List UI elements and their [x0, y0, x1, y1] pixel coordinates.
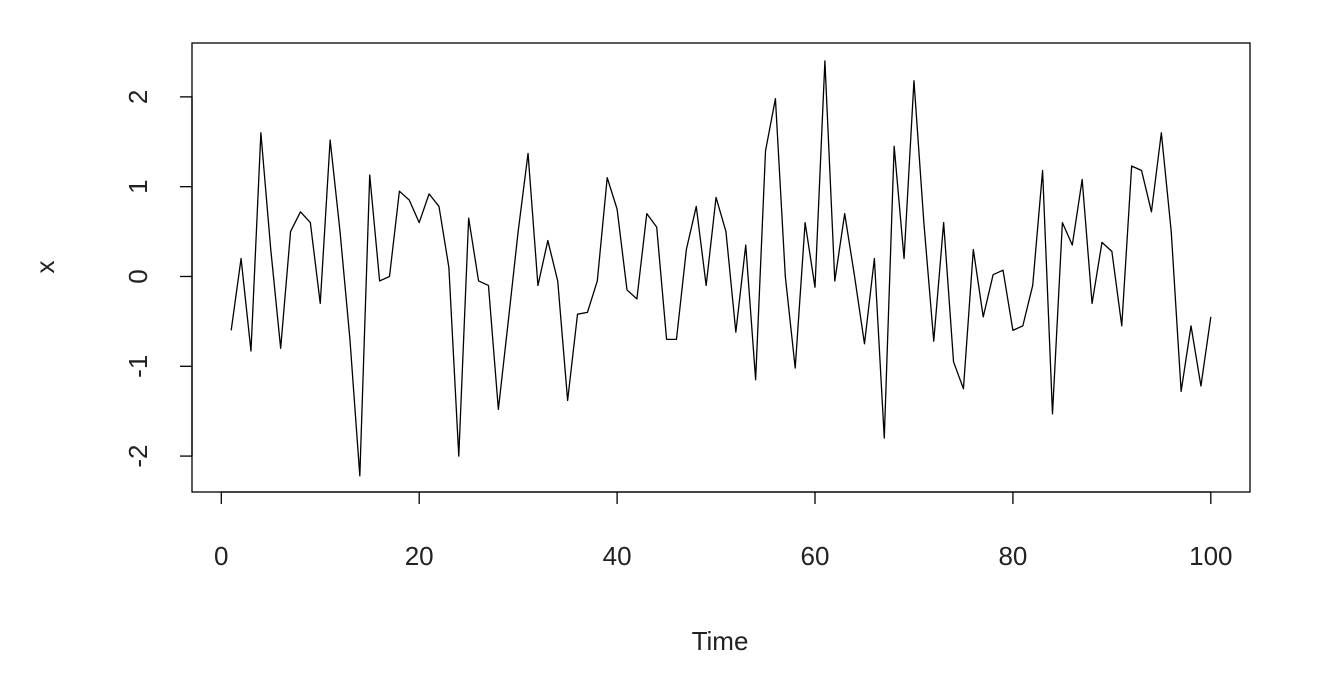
x-tick-label: 20	[405, 541, 434, 571]
y-tick-label: 0	[123, 269, 153, 283]
series-line	[230, 60, 1212, 477]
plot-frame	[191, 42, 1251, 493]
x-tick-label: 60	[801, 541, 830, 571]
x-tick-label: 0	[214, 541, 228, 571]
x-tick-label: 80	[998, 541, 1027, 571]
x-axis-label: Time	[692, 626, 749, 656]
y-tick-label: -1	[123, 355, 153, 378]
y-tick-label: 2	[123, 90, 153, 104]
y-tick-label: 1	[123, 179, 153, 193]
x-tick-label: 40	[603, 541, 632, 571]
y-axis-label: x	[30, 261, 60, 274]
y-tick-label: -2	[123, 445, 153, 468]
x-tick-label: 100	[1189, 541, 1232, 571]
